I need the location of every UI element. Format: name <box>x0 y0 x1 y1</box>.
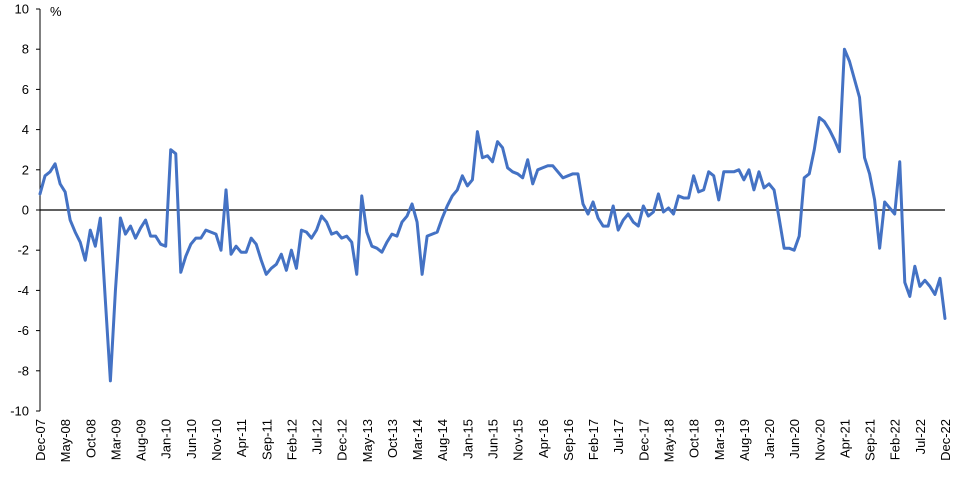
y-unit-label: % <box>50 4 62 19</box>
x-tick-label: Feb-12 <box>284 419 299 460</box>
x-tick-label: Dec-12 <box>335 419 350 461</box>
y-tick-labels: 10 8 6 4 2 0 -2 -4 -6 -8 -10 <box>10 2 40 419</box>
y-tick-label: -8 <box>17 363 29 378</box>
x-tick-label: Mar-09 <box>108 419 123 460</box>
x-tick-label: Jul-12 <box>310 419 325 454</box>
x-tick-label: Dec-22 <box>938 419 953 461</box>
x-tick-label: Aug-09 <box>134 419 149 461</box>
x-tick-label: Mar-19 <box>712 419 727 460</box>
series-line <box>38 47 947 383</box>
x-tick-label: Nov-10 <box>209 419 224 461</box>
x-tick-label: Jun-20 <box>787 419 802 459</box>
y-tick-label: 0 <box>22 203 29 218</box>
x-tick-label: Mar-14 <box>410 419 425 460</box>
x-tick-label: Apr-16 <box>536 419 551 458</box>
y-tick-label: 2 <box>22 162 29 177</box>
x-tick-label: May-13 <box>360 419 375 462</box>
x-tick-label: Feb-22 <box>888 419 903 460</box>
y-tick-label: 6 <box>22 82 29 97</box>
x-tick-label: Jan-10 <box>159 419 174 459</box>
y-tick-label: -10 <box>10 404 29 419</box>
x-tick-label: Oct-18 <box>687 419 702 458</box>
y-tick-label: 8 <box>22 42 29 57</box>
x-tick-label: Jun-10 <box>184 419 199 459</box>
x-tick-label: May-08 <box>58 419 73 462</box>
x-tick-label: Sep-11 <box>259 419 274 460</box>
x-tick-label: Jun-15 <box>486 419 501 459</box>
x-tick-label: Apr-11 <box>234 419 249 457</box>
x-tick-label: Apr-21 <box>837 419 852 458</box>
x-tick-label: Oct-13 <box>385 419 400 458</box>
x-tick-label: Aug-19 <box>737 419 752 461</box>
x-tick-label: Oct-08 <box>83 419 98 458</box>
x-tick-label: Jul-17 <box>611 419 626 454</box>
y-tick-label: 10 <box>15 2 29 17</box>
series-group <box>38 47 947 383</box>
y-tick-label: -2 <box>17 243 29 258</box>
x-tick-label: Dec-07 <box>33 419 48 461</box>
x-tick-label: May-18 <box>661 419 676 462</box>
x-tick-label: Aug-14 <box>435 419 450 461</box>
x-tick-label: Nov-20 <box>812 419 827 461</box>
x-tick-label: Dec-17 <box>636 419 651 461</box>
x-tick-label: Jul-22 <box>913 419 928 454</box>
x-tick-label: Feb-17 <box>586 419 601 460</box>
y-tick-label: 4 <box>22 122 29 137</box>
y-tick-label: -6 <box>17 323 29 338</box>
x-tick-label: Sep-21 <box>863 419 878 461</box>
x-tick-label: Jan-20 <box>762 419 777 459</box>
x-tick-label: Nov-15 <box>511 419 526 461</box>
y-tick-label: -4 <box>17 283 29 298</box>
x-tick-label: Sep-16 <box>561 419 576 461</box>
x-tick-label: Jan-15 <box>460 419 475 459</box>
x-tick-labels: Dec-07 May-08 Oct-08 Mar-09 Aug-09 Jan-10 Jun-… <box>33 419 953 462</box>
